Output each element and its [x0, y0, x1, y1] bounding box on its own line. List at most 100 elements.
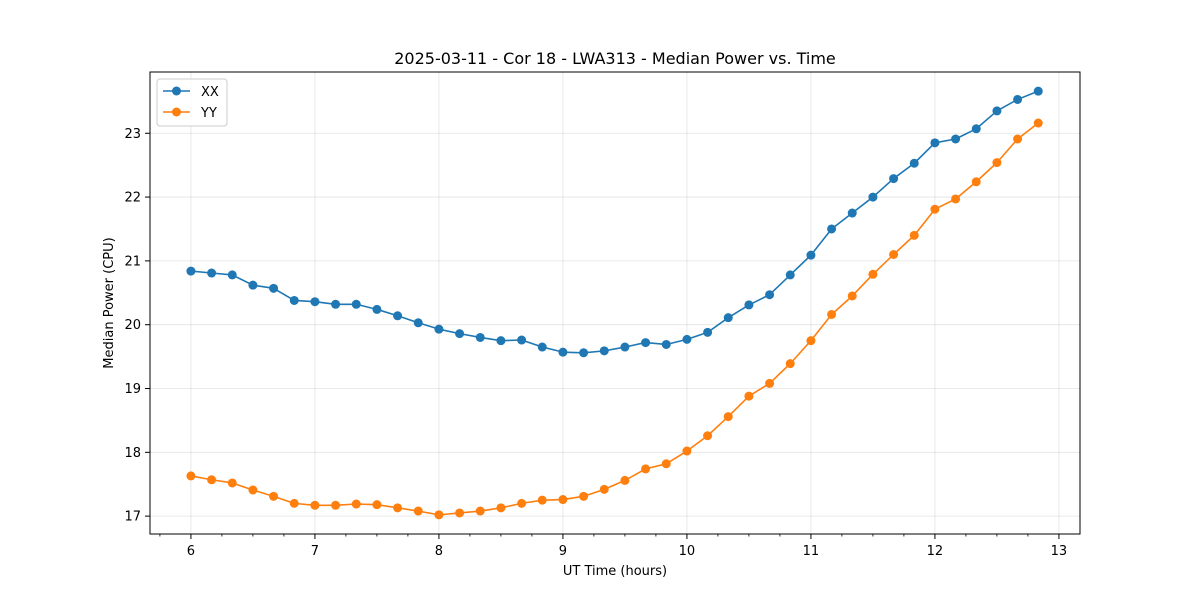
y-tick-label: 19	[124, 382, 141, 397]
data-point-yy	[909, 230, 919, 240]
data-point-yy	[827, 309, 837, 319]
legend-label-xx: XX	[201, 85, 219, 100]
data-point-xx	[475, 332, 485, 342]
data-point-yy	[558, 495, 568, 505]
data-point-yy	[765, 378, 775, 388]
data-point-xx	[351, 299, 361, 309]
data-point-xx	[1013, 94, 1023, 104]
axes: 6 7 8 9 10 11 12 13 17 18 19 20 21 22 23	[124, 127, 1067, 559]
data-point-xx	[661, 339, 671, 349]
data-point-xx	[413, 318, 423, 328]
legend: XX YY	[156, 78, 228, 127]
x-tick-label: 8	[435, 544, 443, 559]
data-point-xx	[620, 342, 630, 352]
x-tick-label: 10	[679, 544, 696, 559]
data-point-xx	[227, 270, 237, 280]
data-point-xx	[455, 329, 465, 339]
x-tick-label: 12	[927, 544, 944, 559]
data-point-yy	[971, 177, 981, 187]
data-point-xx	[951, 134, 961, 144]
x-tick-label: 7	[311, 544, 319, 559]
data-point-yy	[723, 412, 733, 422]
data-point-yy	[248, 485, 258, 495]
data-point-xx	[331, 299, 341, 309]
y-axis-title: Median Power (CPU)	[102, 237, 117, 368]
data-point-yy	[889, 250, 899, 260]
data-point-yy	[517, 498, 527, 508]
data-point-yy	[992, 158, 1002, 168]
data-point-yy	[744, 391, 754, 401]
data-point-yy	[1013, 134, 1023, 144]
data-point-xx	[248, 280, 258, 290]
data-point-yy	[310, 500, 320, 510]
x-axis-title: UT Time (hours)	[563, 564, 667, 579]
legend-marker-yy	[172, 107, 181, 117]
data-point-yy	[269, 491, 279, 501]
data-point-yy	[455, 508, 465, 518]
data-point-xx	[310, 297, 320, 307]
data-point-xx	[744, 300, 754, 310]
chart-title: 2025-03-11 - Cor 18 - LWA313 - Median Po…	[394, 49, 836, 68]
data-point-yy	[785, 359, 795, 369]
data-point-xx	[682, 334, 692, 344]
data-point-yy	[661, 459, 671, 469]
data-point-yy	[806, 336, 816, 346]
legend-entry-yy: YY	[163, 106, 217, 121]
data-point-yy	[496, 503, 506, 513]
data-point-xx	[434, 324, 444, 334]
data-point-yy	[434, 510, 444, 520]
data-point-yy	[868, 269, 878, 279]
legend-marker-xx	[172, 86, 181, 96]
data-point-yy	[599, 484, 609, 494]
x-tick-label: 6	[187, 544, 195, 559]
data-point-xx	[806, 250, 816, 260]
data-point-xx	[517, 335, 527, 345]
series-yy	[186, 118, 1043, 520]
data-point-xx	[868, 192, 878, 202]
data-point-xx	[765, 290, 775, 300]
x-tick-label: 11	[803, 544, 820, 559]
data-point-yy	[289, 498, 299, 508]
data-point-xx	[599, 346, 609, 356]
data-point-yy	[620, 475, 630, 485]
series-xx	[186, 86, 1043, 358]
data-point-xx	[558, 347, 568, 357]
series-layer	[186, 86, 1043, 520]
data-point-xx	[186, 266, 196, 276]
y-tick-label: 17	[124, 510, 141, 525]
x-tick-label: 9	[559, 544, 567, 559]
data-point-yy	[372, 500, 382, 510]
data-point-yy	[1033, 118, 1043, 128]
data-point-xx	[785, 270, 795, 280]
data-point-yy	[641, 464, 651, 474]
data-point-xx	[372, 304, 382, 314]
data-point-yy	[930, 204, 940, 214]
data-point-xx	[207, 268, 217, 278]
data-point-xx	[971, 124, 981, 134]
data-point-yy	[475, 506, 485, 516]
data-point-xx	[269, 283, 279, 293]
data-point-yy	[186, 471, 196, 481]
grid	[150, 72, 1080, 534]
data-point-xx	[847, 208, 857, 218]
x-tick-label: 13	[1051, 544, 1068, 559]
data-point-xx	[889, 174, 899, 184]
data-point-xx	[579, 348, 589, 358]
data-point-xx	[641, 338, 651, 348]
legend-entry-xx: XX	[163, 85, 219, 100]
data-point-yy	[703, 431, 713, 441]
data-point-yy	[207, 475, 217, 485]
data-point-xx	[496, 336, 506, 346]
data-point-xx	[537, 342, 547, 352]
y-tick-label: 22	[124, 191, 141, 206]
data-point-xx	[289, 295, 299, 305]
data-point-xx	[703, 327, 713, 337]
y-tick-label: 21	[124, 254, 141, 269]
data-point-yy	[331, 500, 341, 510]
legend-label-yy: YY	[200, 106, 217, 121]
data-point-xx	[930, 138, 940, 148]
y-tick-label: 20	[124, 318, 141, 333]
data-point-yy	[227, 478, 237, 488]
data-point-yy	[351, 499, 361, 509]
